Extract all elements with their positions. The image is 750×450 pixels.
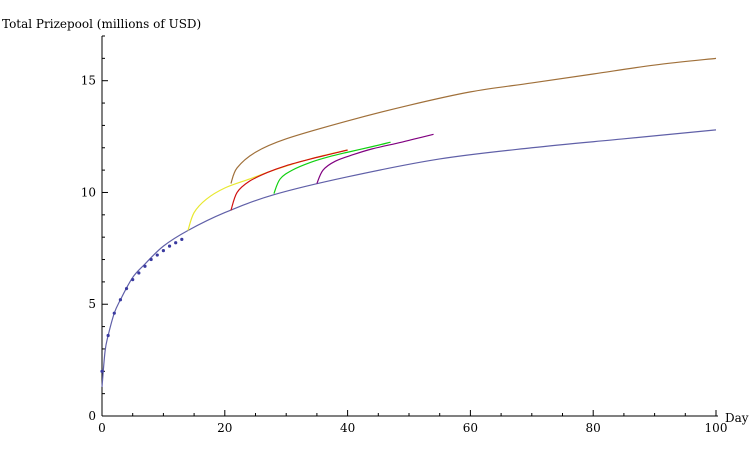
observed-point (143, 264, 147, 268)
observed-point (100, 369, 104, 373)
x-tick-label: 60 (463, 421, 478, 435)
series-line-4 (273, 141, 391, 194)
observed-point (106, 333, 110, 338)
observed-point (131, 278, 135, 282)
x-tick-label: 20 (217, 421, 232, 435)
series-line-1 (101, 129, 717, 387)
y-tick-label: 10 (81, 185, 96, 199)
x-tick-label: 0 (98, 421, 106, 435)
x-tick-label: 80 (586, 421, 601, 435)
observed-point (149, 257, 153, 262)
observed-point (118, 298, 123, 302)
series-layer (101, 57, 717, 387)
observed-point (161, 248, 165, 253)
observed-point (137, 271, 141, 275)
x-tick-label: 100 (705, 421, 728, 435)
x-axis-title: Day (725, 411, 749, 425)
y-tick-label: 5 (88, 297, 96, 311)
axis-ticks: 0 20 40 60 80 100 0 5 10 15 (81, 35, 728, 435)
y-tick-label: 15 (81, 74, 96, 88)
y-axis-title: Total Prizepool (millions of USD) (2, 17, 201, 31)
y-tick-label: 0 (88, 409, 96, 423)
observed-point (180, 237, 184, 242)
series-line-6 (230, 57, 717, 184)
observed-point (155, 253, 159, 257)
observed-point (174, 241, 178, 245)
observed-point (124, 286, 129, 291)
observed-point (167, 244, 172, 248)
x-tick-label: 40 (340, 421, 355, 435)
observed-points-layer (100, 237, 184, 373)
series-line-5 (316, 133, 434, 184)
series-line-3 (230, 149, 348, 211)
observed-point (112, 311, 116, 315)
